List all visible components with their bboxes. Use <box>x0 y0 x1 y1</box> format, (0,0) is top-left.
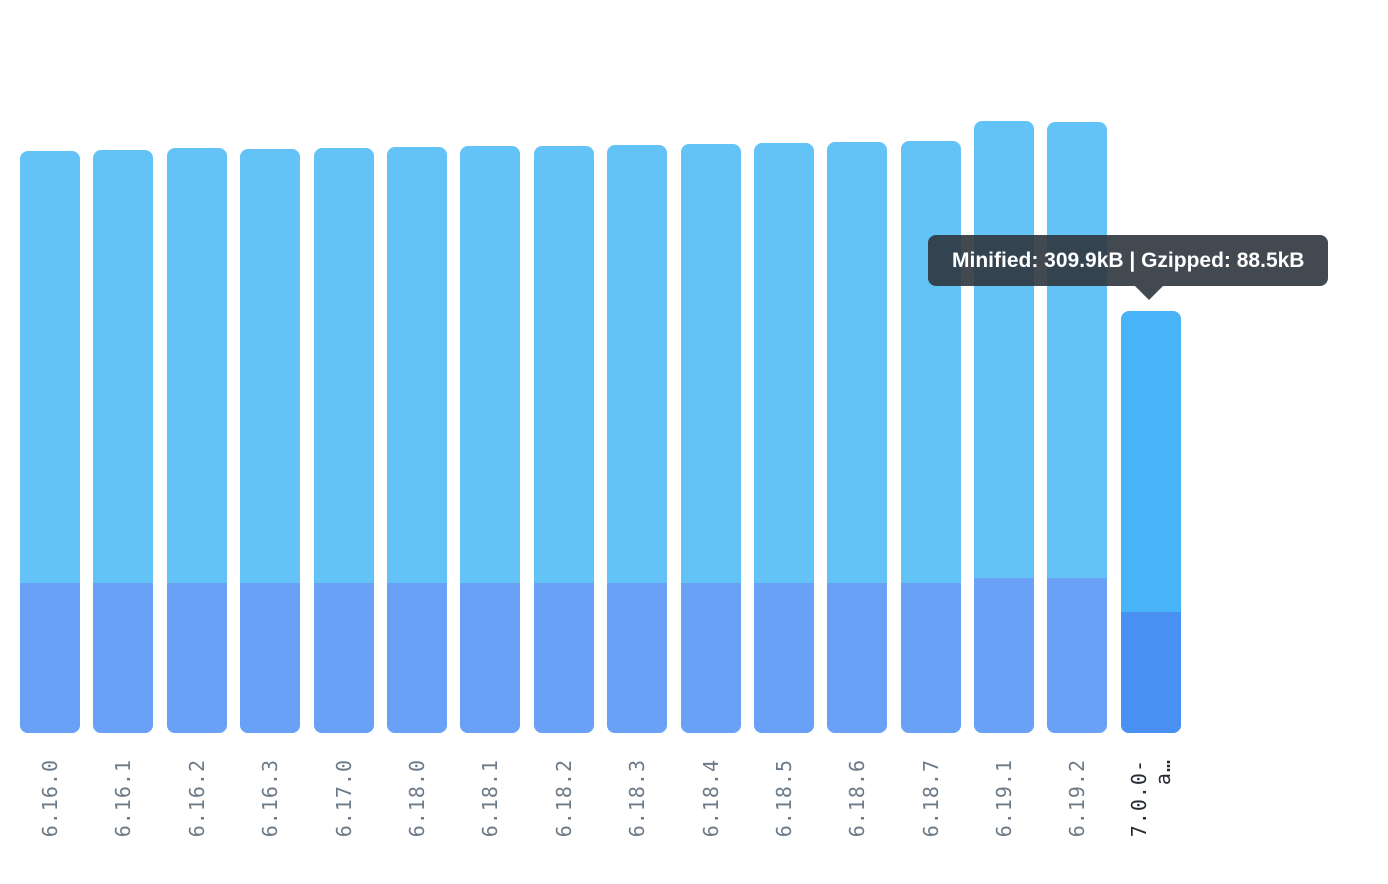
version-bar[interactable] <box>753 143 814 733</box>
gzipped-segment <box>240 583 301 733</box>
gzipped-segment <box>460 583 521 733</box>
x-axis-label-cell: 6.16.1 <box>93 759 153 855</box>
x-axis-label: 6.16.2 <box>184 759 209 838</box>
version-bar[interactable] <box>166 148 227 733</box>
version-bar[interactable] <box>460 146 521 733</box>
x-axis-label: 6.18.7 <box>918 759 943 838</box>
gzipped-segment <box>1047 578 1108 733</box>
version-bar[interactable] <box>827 142 888 733</box>
gzipped-segment <box>607 583 668 733</box>
x-axis-label: 6.16.1 <box>111 759 136 838</box>
x-axis-label-cell: 6.18.4 <box>681 759 741 855</box>
x-axis-label-cell: 6.18.1 <box>460 759 520 855</box>
version-bar[interactable] <box>900 141 961 733</box>
gzipped-segment <box>680 583 741 733</box>
x-axis-label: 6.19.2 <box>1065 759 1090 838</box>
x-axis-label: 6.18.2 <box>551 759 576 838</box>
x-axis-label-cell: 6.16.2 <box>167 759 227 855</box>
x-axis-label-cell: 6.18.0 <box>387 759 447 855</box>
labels-row: 6.16.0 6.16.1 6.16.2 6.16.3 6.17.0 6.18.0 6.18… <box>0 759 1181 855</box>
x-axis-label-cell: 6.18.6 <box>827 759 887 855</box>
x-axis-label-cell: 6.18.7 <box>901 759 961 855</box>
x-axis-label-cell: 6.16.0 <box>20 759 80 855</box>
version-bar[interactable] <box>386 147 447 733</box>
gzipped-segment <box>93 583 154 733</box>
x-axis-label: 6.18.5 <box>771 759 796 838</box>
version-bar[interactable] <box>313 148 374 733</box>
x-axis-label: 6.18.6 <box>845 759 870 838</box>
gzipped-segment <box>900 583 961 733</box>
version-bar[interactable] <box>1047 122 1108 733</box>
x-axis-label-cell: 7.0.0- a… <box>1121 759 1181 855</box>
x-axis-label: 7.0.0- a… <box>1126 759 1175 838</box>
x-axis-label: 6.18.4 <box>698 759 723 838</box>
x-axis-label-cell: 6.16.3 <box>240 759 300 855</box>
gzipped-segment <box>166 583 227 733</box>
gzipped-segment <box>974 578 1035 733</box>
x-axis-label: 6.16.3 <box>258 759 283 838</box>
x-axis-label-cell: 6.18.3 <box>607 759 667 855</box>
x-axis-label: 6.18.1 <box>478 759 503 838</box>
tooltip-text: Minified: 309.9kB | Gzipped: 88.5kB <box>952 249 1305 272</box>
gzipped-segment <box>386 583 447 733</box>
x-axis-label-cell: 6.19.2 <box>1047 759 1107 855</box>
gzipped-segment <box>827 583 888 733</box>
version-bar[interactable] <box>1120 311 1181 733</box>
x-axis-label-cell: 6.18.5 <box>754 759 814 855</box>
x-axis-label-cell: 6.19.1 <box>974 759 1034 855</box>
bars-row <box>20 121 1181 733</box>
gzipped-segment <box>753 583 814 733</box>
version-bar[interactable] <box>680 144 741 733</box>
x-axis-label: 6.16.0 <box>38 759 62 838</box>
version-bar[interactable] <box>93 150 154 733</box>
x-axis-label: 6.18.0 <box>404 759 429 838</box>
version-bar[interactable] <box>607 145 668 733</box>
version-bar[interactable] <box>20 151 80 733</box>
gzipped-segment <box>533 583 594 733</box>
x-axis-label: 6.18.3 <box>625 759 650 838</box>
x-axis-label: 6.19.1 <box>992 759 1017 838</box>
gzipped-segment <box>313 583 374 733</box>
x-axis-label-cell: 6.18.2 <box>534 759 594 855</box>
gzipped-segment <box>1120 612 1181 733</box>
version-bar[interactable] <box>533 146 594 733</box>
version-bar[interactable] <box>974 121 1035 733</box>
x-axis-label-cell: 6.17.0 <box>314 759 374 855</box>
gzipped-segment <box>20 583 80 733</box>
x-axis-label: 6.17.0 <box>331 759 356 838</box>
size-tooltip: Minified: 309.9kB | Gzipped: 88.5kB <box>928 235 1329 300</box>
version-bar[interactable] <box>240 149 301 733</box>
